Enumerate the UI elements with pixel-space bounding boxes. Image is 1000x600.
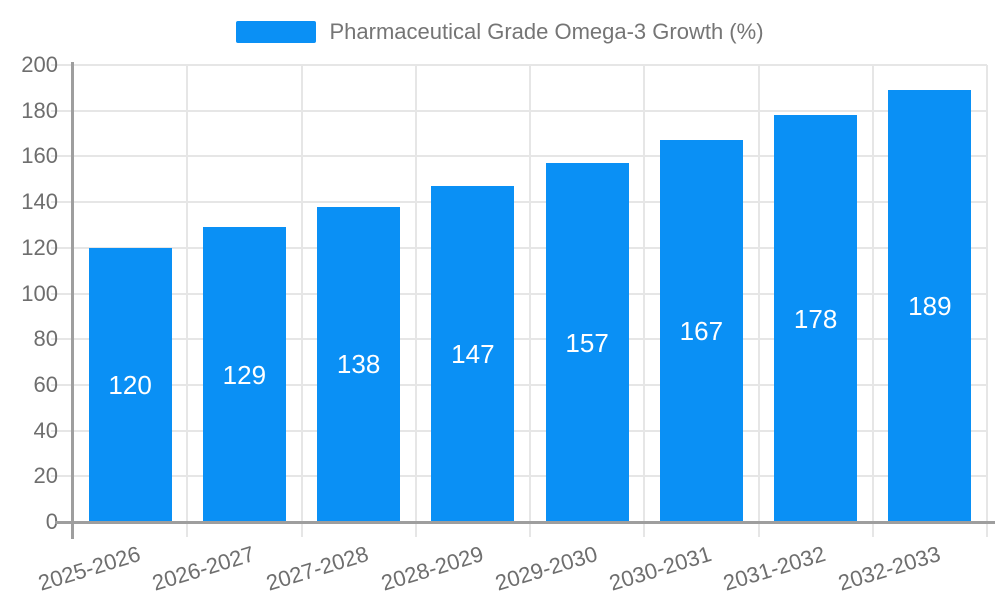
- bar-value-label: 157: [565, 327, 609, 358]
- y-axis-tick: [51, 338, 73, 341]
- bar-value-label: 129: [222, 359, 267, 390]
- x-axis-tick-label: 2027-2028: [263, 541, 372, 596]
- v-gridline: [643, 65, 646, 537]
- y-axis-tick: [51, 475, 73, 478]
- x-axis-tick-label: 2029-2030: [492, 541, 601, 596]
- y-axis-tick-label: 0: [45, 509, 58, 534]
- x-axis-tick-label: 2025-2026: [35, 541, 144, 596]
- y-axis-tick: [51, 109, 73, 112]
- y-axis-tick: [51, 201, 73, 204]
- v-gridline: [871, 65, 874, 537]
- bar[interactable]: [202, 227, 286, 522]
- bar-value-label: 189: [908, 291, 952, 322]
- y-axis-tick-label: 120: [21, 234, 58, 260]
- y-axis-tick: [51, 383, 73, 386]
- x-axis-line: [55, 521, 995, 524]
- x-axis-tick-label: 2028-2029: [377, 541, 486, 596]
- y-axis-tick-label: 60: [33, 371, 58, 397]
- bar-value-label: 178: [793, 303, 838, 334]
- x-axis-tick-label: 2030-2031: [606, 541, 715, 596]
- x-axis-tick-label: 2031-2032: [720, 541, 829, 596]
- y-axis-tick-label: 160: [21, 143, 58, 169]
- bar[interactable]: [317, 206, 401, 522]
- legend-label: Pharmaceutical Grade Omega-3 Growth (%): [329, 19, 764, 44]
- v-gridline: [757, 65, 760, 537]
- bar[interactable]: [431, 186, 515, 522]
- v-gridline: [986, 65, 988, 537]
- v-gridline: [300, 65, 303, 537]
- v-gridline: [529, 65, 531, 537]
- y-axis-tick: [51, 246, 73, 249]
- y-axis-tick-label: 140: [21, 189, 58, 215]
- bar[interactable]: [88, 247, 172, 522]
- y-axis-tick-label: 100: [21, 280, 58, 306]
- y-axis-tick-label: 180: [21, 97, 58, 123]
- y-axis-tick-label: 80: [33, 326, 58, 352]
- v-gridline: [414, 65, 417, 537]
- bar-value-label: 167: [679, 316, 724, 347]
- bar[interactable]: [888, 90, 972, 522]
- v-gridline: [186, 65, 189, 537]
- bar-value-label: 120: [108, 369, 152, 400]
- bar[interactable]: [774, 115, 858, 522]
- y-axis-tick-label: 40: [33, 417, 58, 443]
- y-axis-tick: [51, 155, 73, 158]
- bar-value-label: 147: [451, 339, 495, 370]
- y-axis-tick-label: 20: [33, 463, 58, 489]
- y-axis-tick: [51, 64, 73, 66]
- bar-value-label: 138: [336, 349, 381, 380]
- bar[interactable]: [545, 163, 629, 522]
- y-axis-line: [71, 62, 74, 539]
- chart-legend[interactable]: Pharmaceutical Grade Omega-3 Growth (%): [0, 20, 1000, 44]
- x-axis-tick-label: 2032-2033: [834, 541, 943, 596]
- bar[interactable]: [659, 140, 743, 522]
- legend-swatch-icon: [236, 21, 317, 43]
- y-axis-tick: [51, 429, 73, 432]
- y-axis-tick: [51, 292, 73, 295]
- y-axis-tick-label: 200: [21, 52, 58, 77]
- x-axis-tick-label: 2026-2027: [149, 541, 258, 596]
